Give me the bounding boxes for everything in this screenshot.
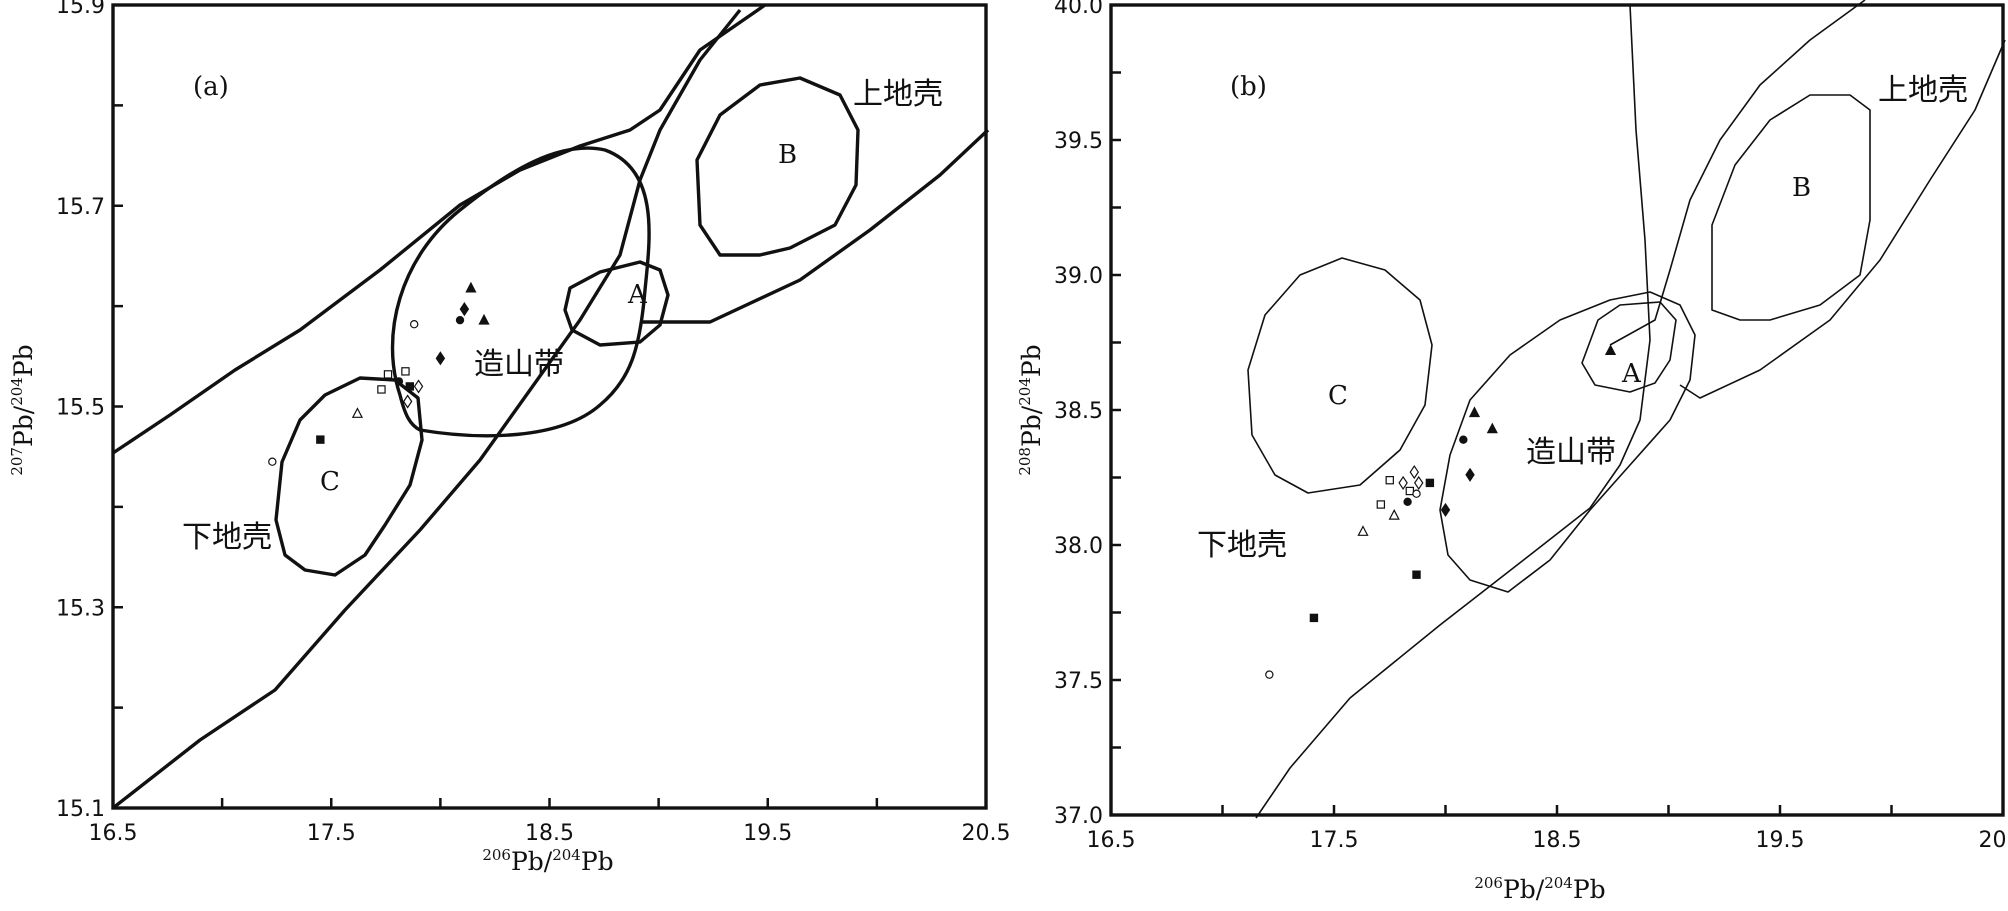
data-point [268,457,277,466]
panel-b-x-axis-title: 206Pb/204Pb [1474,874,1605,904]
panel-b-data-points [1265,344,1617,679]
x-tick-label: 20.5 [962,821,1011,846]
data-point [459,302,470,317]
data-point [1357,525,1369,536]
y-tick-label: 15.5 [56,396,105,421]
data-point [1604,344,1617,355]
y-tick-label: 39.5 [1054,129,1103,154]
data-point [1412,570,1421,579]
x-tick-label: 19.5 [743,821,792,846]
panel-a-upper-crust-label: 上地壳 [853,77,943,112]
panel-a-tick-labels: 16.5 17.5 18.5 19.5 20.5 15.1 15.3 15.5 15.7 15.9 [56,0,1010,846]
field-a-outline [563,260,670,347]
x-tick-label: 17.5 [1310,828,1359,853]
x-tick-label: 17.5 [307,821,356,846]
y-tick-label: 15.9 [56,0,105,19]
panel-a-data-points [268,281,490,466]
data-point [402,394,413,409]
field-a-outline [1581,301,1677,393]
data-point [465,281,477,293]
data-point [1412,489,1421,498]
data-point [1465,467,1475,482]
data-point [409,319,419,329]
data-point [1309,613,1319,623]
panel-a-y-axis-title: 207Pb/204Pb [8,344,38,475]
panel-a-label: (a) [193,72,229,102]
panel-a-field-b-label: B [778,140,797,170]
lower-crust-field-outline [1247,257,1433,494]
panel-b-y-axis-title: 208Pb/204Pb [1016,344,1046,475]
data-point [1486,422,1498,434]
upper-crust-curve-left [1255,4,1651,819]
data-point [383,370,393,379]
panel-b-upper-crust-label: 上地壳 [1878,73,1968,108]
panel-b-orogen-label: 造山带 [1526,435,1616,470]
data-point [1388,509,1400,520]
panel-a-field-c-label: C [320,467,340,497]
panel-a-lower-crust-label: 下地壳 [182,520,272,555]
panel-a-x-axis-title: 206Pb/204Pb [482,846,613,876]
x-tick-label: 19.5 [1756,828,1805,853]
field-b-outline [1711,94,1871,321]
data-point [1265,670,1274,679]
upper-crust-curve-right [1609,0,1866,346]
panel-b-field-b-label: B [1792,173,1811,203]
data-point [1398,475,1408,490]
panel-a-field-outlines [111,3,990,810]
panel-b-field-outlines [1247,0,2006,819]
panel-a-ticks [111,3,988,810]
data-point [455,315,465,325]
data-point [1414,475,1424,490]
data-point [377,385,386,394]
data-point [413,379,424,394]
data-point [1403,497,1412,506]
y-tick-label: 38.0 [1054,534,1103,559]
data-point [394,377,404,386]
orogen-field-outline [1439,291,1696,593]
x-tick-label: 16.5 [1087,828,1136,853]
chart-panel-a: 16.5 17.5 18.5 19.5 20.5 15.1 15.3 15.5 15.7 15.9… [8,0,1010,876]
orogen-field-outline [390,146,651,438]
lower-crust-field-outline [274,376,424,577]
upper-crust-band-lower [1679,39,2006,399]
upper-crust-curve-bottom [111,8,742,810]
data-point [1468,406,1481,418]
panel-a-field-a-label: A [627,280,648,310]
y-tick-label: 15.7 [56,195,105,220]
y-tick-label: 37.0 [1054,804,1103,829]
data-point [405,382,415,391]
data-point [1385,476,1394,485]
field-b-outline [695,76,860,257]
panel-b-field-c-label: C [1328,381,1348,411]
chart-panel-b: 16.5 17.5 18.5 19.5 20.5 37.0 37.5 38.0 38.5 39.0… [1016,0,2008,904]
data-point [1459,435,1468,444]
y-tick-label: 15.3 [56,596,105,621]
data-point [401,367,410,376]
x-tick-label: 18.5 [1533,828,1582,853]
x-tick-label: 20.5 [1979,828,2008,853]
x-tick-label: 18.5 [525,821,574,846]
y-tick-label: 40.0 [1054,0,1103,19]
data-point [478,313,490,325]
panel-a-orogen-label: 造山带 [474,347,564,382]
x-tick-label: 16.5 [89,821,138,846]
y-tick-label: 38.5 [1054,399,1103,424]
data-point [1376,500,1386,509]
y-tick-label: 15.1 [56,797,105,822]
panel-b-ticks [1109,3,2005,817]
panel-b-tick-labels: 16.5 17.5 18.5 19.5 20.5 37.0 37.5 38.0 38.5 39.0… [1054,0,2008,853]
panel-b-lower-crust-label: 下地壳 [1197,528,1287,563]
y-tick-label: 39.0 [1054,264,1103,289]
y-tick-label: 37.5 [1054,669,1103,694]
upper-crust-band-edge [640,128,990,324]
data-point [316,435,325,444]
data-point [351,407,364,418]
data-point [1440,502,1451,517]
data-point [435,351,446,366]
data-point [1409,465,1420,480]
panel-b-field-a-label: A [1621,359,1642,389]
panel-b-label: (b) [1230,72,1267,102]
data-point [1425,478,1435,488]
